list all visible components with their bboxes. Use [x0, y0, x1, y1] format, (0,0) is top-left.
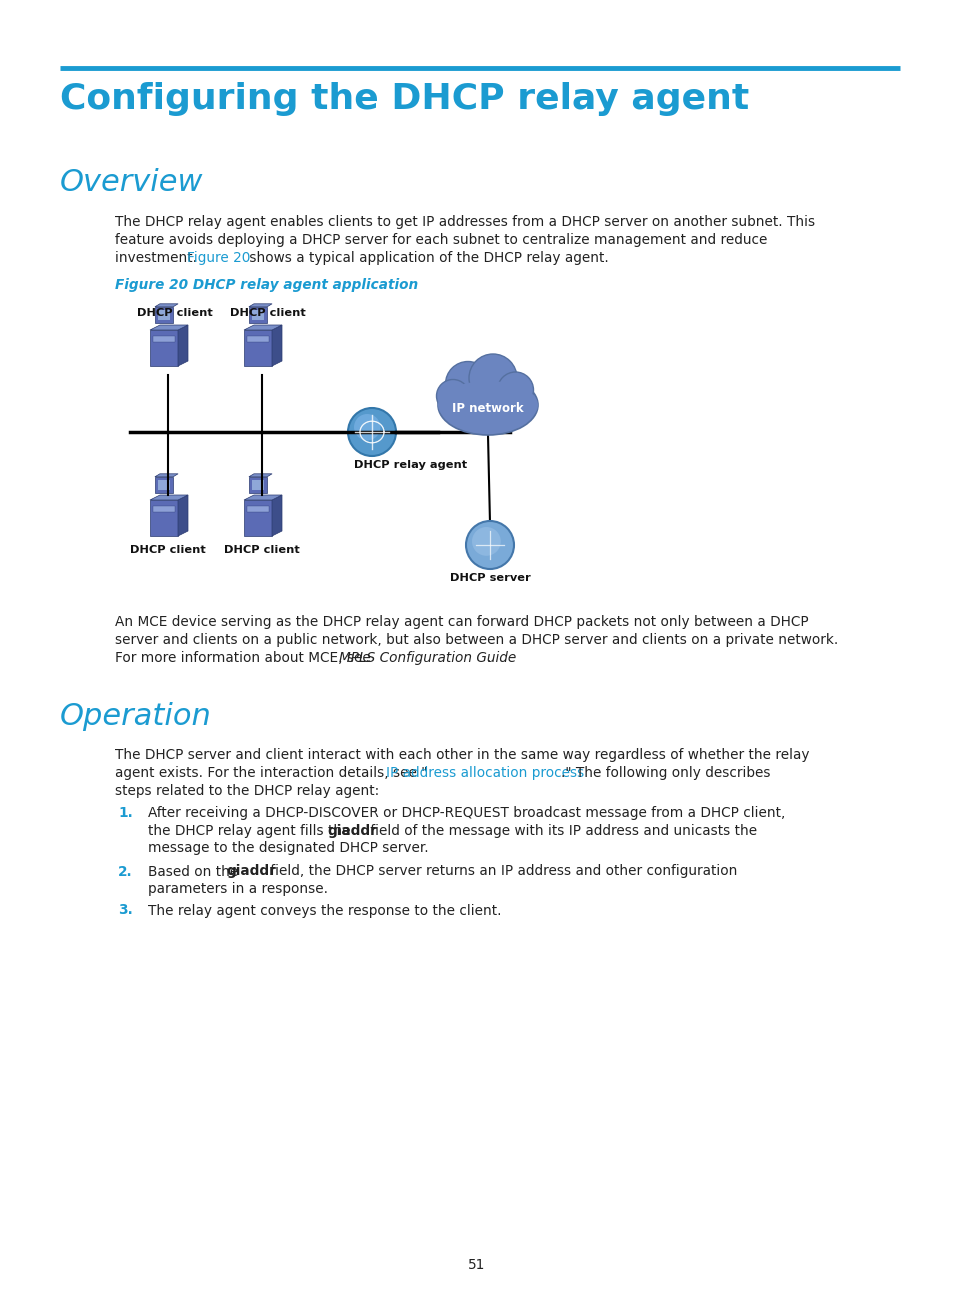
Ellipse shape [437, 381, 537, 429]
Polygon shape [249, 477, 267, 492]
Polygon shape [152, 336, 174, 342]
Text: Based on the: Based on the [148, 864, 242, 879]
Circle shape [472, 527, 500, 556]
Text: Configuring the DHCP relay agent: Configuring the DHCP relay agent [60, 82, 748, 117]
Polygon shape [158, 480, 170, 490]
Polygon shape [252, 310, 264, 320]
Text: giaddr: giaddr [226, 864, 275, 879]
Text: DHCP client: DHCP client [230, 308, 306, 318]
Text: IP network: IP network [452, 402, 523, 415]
Polygon shape [272, 495, 282, 537]
Text: Figure 20 DHCP relay agent application: Figure 20 DHCP relay agent application [115, 279, 417, 292]
Text: IP address allocation process: IP address allocation process [386, 766, 583, 780]
Polygon shape [247, 336, 269, 342]
Text: feature avoids deploying a DHCP server for each subnet to centralize management : feature avoids deploying a DHCP server f… [115, 233, 766, 248]
Text: Figure 20: Figure 20 [187, 251, 250, 264]
Polygon shape [154, 477, 172, 492]
Polygon shape [154, 303, 178, 307]
Text: The relay agent conveys the response to the client.: The relay agent conveys the response to … [148, 903, 501, 918]
Ellipse shape [437, 375, 537, 435]
Text: Overview: Overview [60, 168, 203, 197]
Text: An MCE device serving as the DHCP relay agent can forward DHCP packets not only : An MCE device serving as the DHCP relay … [115, 616, 808, 629]
Text: 2.: 2. [118, 864, 132, 879]
Polygon shape [150, 325, 188, 330]
Text: shows a typical application of the DHCP relay agent.: shows a typical application of the DHCP … [245, 251, 608, 264]
Text: The DHCP relay agent enables clients to get IP addresses from a DHCP server on a: The DHCP relay agent enables clients to … [115, 215, 814, 229]
Text: MPLS Configuration Guide: MPLS Configuration Guide [338, 651, 516, 665]
Circle shape [436, 380, 469, 412]
Text: DHCP client: DHCP client [224, 546, 299, 555]
Text: .: . [486, 651, 491, 665]
Polygon shape [249, 307, 267, 323]
Polygon shape [244, 500, 272, 537]
Circle shape [354, 413, 380, 441]
Circle shape [348, 408, 395, 456]
Text: field, the DHCP server returns an IP address and other configuration: field, the DHCP server returns an IP add… [266, 864, 737, 879]
Polygon shape [249, 474, 272, 477]
Polygon shape [152, 505, 174, 512]
Text: giaddr: giaddr [327, 823, 376, 837]
Text: After receiving a DHCP-DISCOVER or DHCP-REQUEST broadcast message from a DHCP cl: After receiving a DHCP-DISCOVER or DHCP-… [148, 806, 784, 820]
Polygon shape [178, 325, 188, 365]
Polygon shape [244, 495, 282, 500]
Polygon shape [272, 325, 282, 365]
Circle shape [469, 354, 517, 402]
Polygon shape [158, 310, 170, 320]
Circle shape [465, 521, 514, 569]
Text: DHCP client: DHCP client [130, 546, 206, 555]
Text: server and clients on a public network, but also between a DHCP server and clien: server and clients on a public network, … [115, 632, 838, 647]
Polygon shape [154, 474, 178, 477]
Text: parameters in a response.: parameters in a response. [148, 883, 328, 896]
Text: investment.: investment. [115, 251, 201, 264]
Text: message to the designated DHCP server.: message to the designated DHCP server. [148, 841, 428, 855]
Text: field of the message with its IP address and unicasts the: field of the message with its IP address… [366, 823, 757, 837]
Circle shape [445, 362, 490, 407]
Text: the DHCP relay agent fills the: the DHCP relay agent fills the [148, 823, 355, 837]
Text: 3.: 3. [118, 903, 132, 918]
Text: The DHCP server and client interact with each other in the same way regardless o: The DHCP server and client interact with… [115, 748, 809, 762]
Polygon shape [150, 495, 188, 500]
Polygon shape [150, 500, 178, 537]
Text: 1.: 1. [118, 806, 132, 820]
Text: DHCP relay agent: DHCP relay agent [354, 460, 467, 470]
Text: agent exists. For the interaction details, see ": agent exists. For the interaction detail… [115, 766, 427, 780]
Circle shape [497, 372, 533, 408]
Text: steps related to the DHCP relay agent:: steps related to the DHCP relay agent: [115, 784, 379, 798]
Text: DHCP server: DHCP server [449, 573, 530, 583]
Text: DHCP client: DHCP client [137, 308, 213, 318]
Polygon shape [244, 330, 272, 365]
Polygon shape [178, 495, 188, 537]
Text: 51: 51 [468, 1258, 485, 1271]
Polygon shape [154, 307, 172, 323]
Polygon shape [247, 505, 269, 512]
Polygon shape [150, 330, 178, 365]
Polygon shape [244, 325, 282, 330]
Text: Operation: Operation [60, 702, 212, 731]
Polygon shape [252, 480, 264, 490]
Text: For more information about MCE, see: For more information about MCE, see [115, 651, 375, 665]
Text: ." The following only describes: ." The following only describes [560, 766, 770, 780]
Polygon shape [249, 303, 272, 307]
